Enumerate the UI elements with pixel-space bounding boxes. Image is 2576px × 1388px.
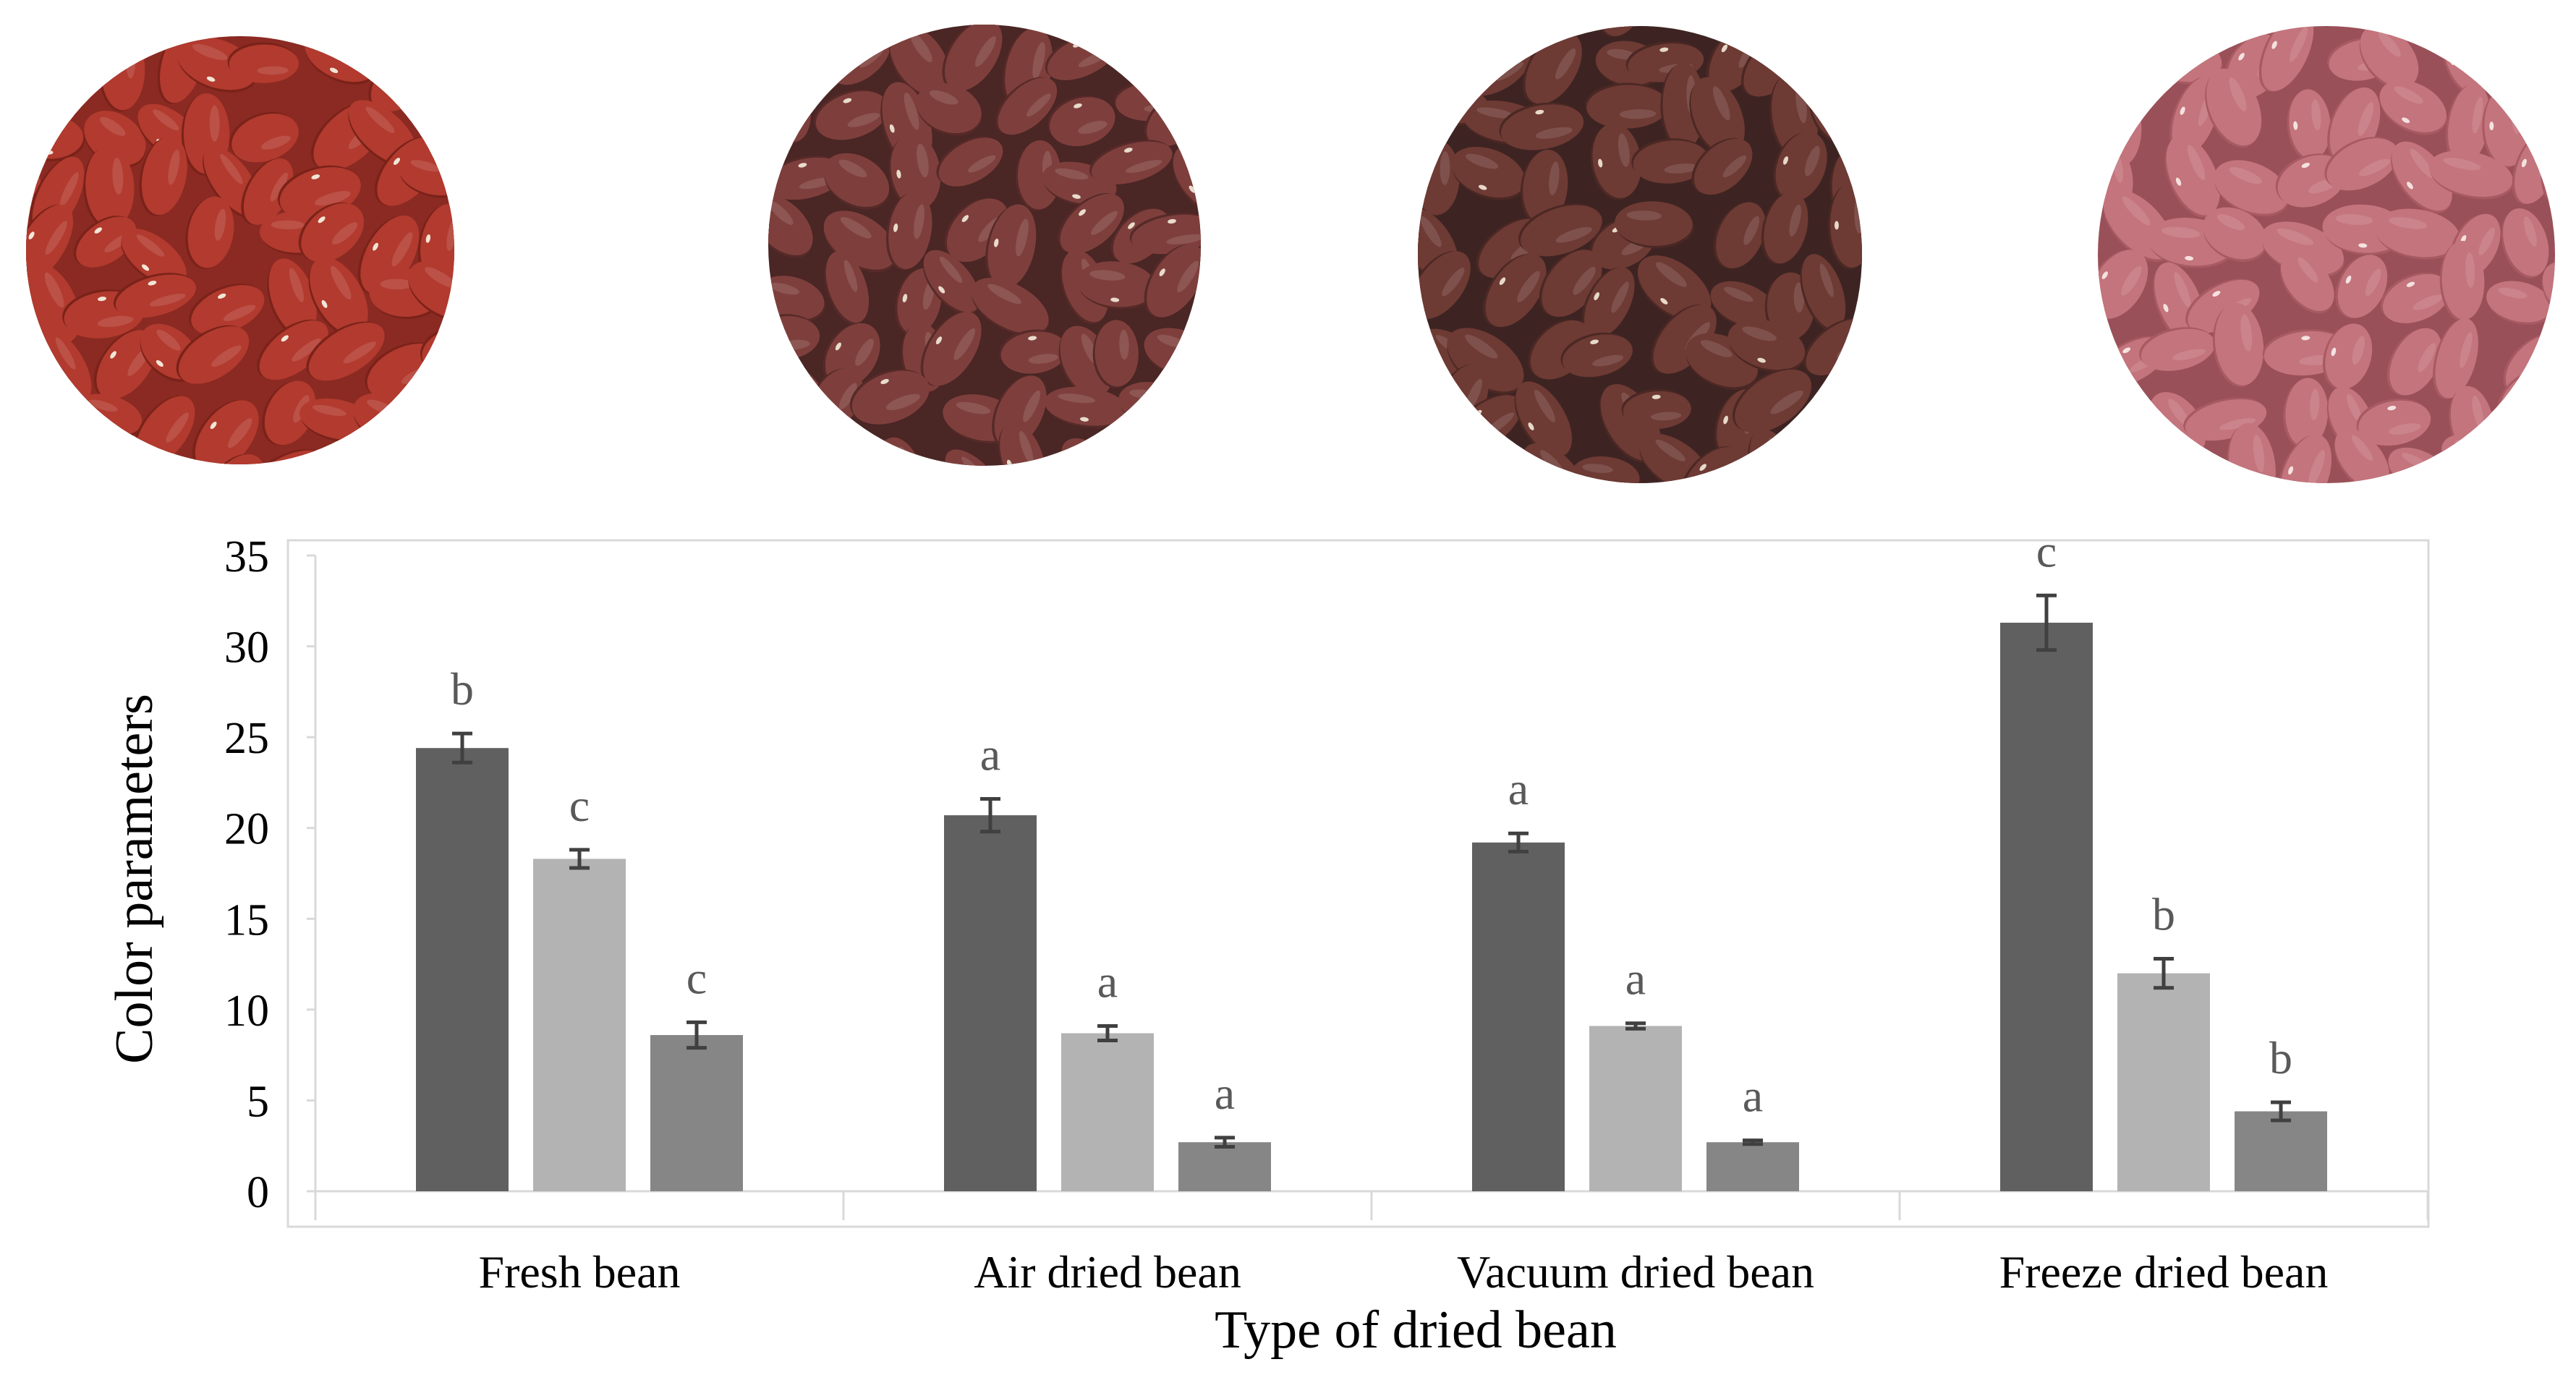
plot-frame bbox=[286, 539, 2430, 1228]
error-bar bbox=[1508, 831, 1529, 853]
error-bar bbox=[1625, 1021, 1646, 1031]
bar bbox=[650, 1035, 743, 1191]
significance-letter: a bbox=[1215, 1068, 1235, 1119]
x-axis bbox=[314, 1190, 2429, 1220]
bar bbox=[944, 815, 1037, 1191]
bar bbox=[1589, 1026, 1682, 1191]
y-tick-label: 35 bbox=[224, 532, 269, 582]
significance-letter: a bbox=[1743, 1070, 1763, 1122]
y-tick-label: 0 bbox=[247, 1168, 269, 1217]
error-bar bbox=[1743, 1138, 1763, 1146]
bar bbox=[2235, 1111, 2327, 1191]
error-bar bbox=[1097, 1023, 1118, 1043]
significance-letter: c bbox=[686, 952, 707, 1003]
error-bar bbox=[2154, 957, 2174, 990]
bar bbox=[2000, 622, 2093, 1191]
error-bar bbox=[1215, 1136, 1235, 1149]
error-bar bbox=[2036, 593, 2057, 652]
bar bbox=[1472, 842, 1565, 1191]
category-label: Freeze dried bean bbox=[1999, 1246, 2329, 1298]
bar bbox=[1061, 1033, 1154, 1191]
error-bar bbox=[980, 797, 1000, 834]
category-labels: Fresh bean Air dried bean Vacuum dried bea… bbox=[478, 1246, 2328, 1298]
bar bbox=[1178, 1142, 1271, 1191]
significance-letter: c bbox=[569, 780, 590, 831]
y-tick-label: 20 bbox=[224, 805, 269, 854]
bar bbox=[533, 859, 626, 1191]
significance-letter: a bbox=[1508, 763, 1529, 814]
significance-letter: b bbox=[451, 663, 474, 715]
error-bar bbox=[452, 731, 472, 765]
significance-letter: a bbox=[1625, 953, 1646, 1005]
category-label: Vacuum dried bean bbox=[1457, 1246, 1814, 1298]
error-bar bbox=[686, 1020, 707, 1050]
y-tick-label: 25 bbox=[224, 714, 269, 763]
y-axis-label: Color parameters bbox=[105, 694, 164, 1064]
bar bbox=[1706, 1142, 1799, 1191]
error-bar bbox=[569, 848, 590, 870]
significance-letter: a bbox=[1097, 955, 1118, 1007]
x-axis-label: Type of dried bean bbox=[1215, 1300, 1617, 1360]
y-tick-label: 30 bbox=[224, 623, 269, 673]
y-tick-label: 5 bbox=[247, 1077, 269, 1126]
y-axis: 0 5 10 15 20 25 30 35 bbox=[224, 532, 317, 1217]
y-tick-label: 15 bbox=[224, 895, 269, 945]
significance-letter: b bbox=[2152, 889, 2175, 940]
category-label: Air dried bean bbox=[974, 1246, 1241, 1298]
bar bbox=[2117, 973, 2210, 1191]
error-bar bbox=[2271, 1100, 2291, 1123]
significance-letter: b bbox=[2269, 1032, 2292, 1083]
significance-letter: a bbox=[980, 729, 1000, 780]
significance-letter: c bbox=[2036, 525, 2057, 576]
bars: b a a c c a a b c a a b bbox=[416, 525, 2327, 1191]
y-tick-label: 10 bbox=[224, 987, 269, 1036]
bar bbox=[416, 748, 509, 1191]
category-label: Fresh bean bbox=[478, 1246, 680, 1298]
